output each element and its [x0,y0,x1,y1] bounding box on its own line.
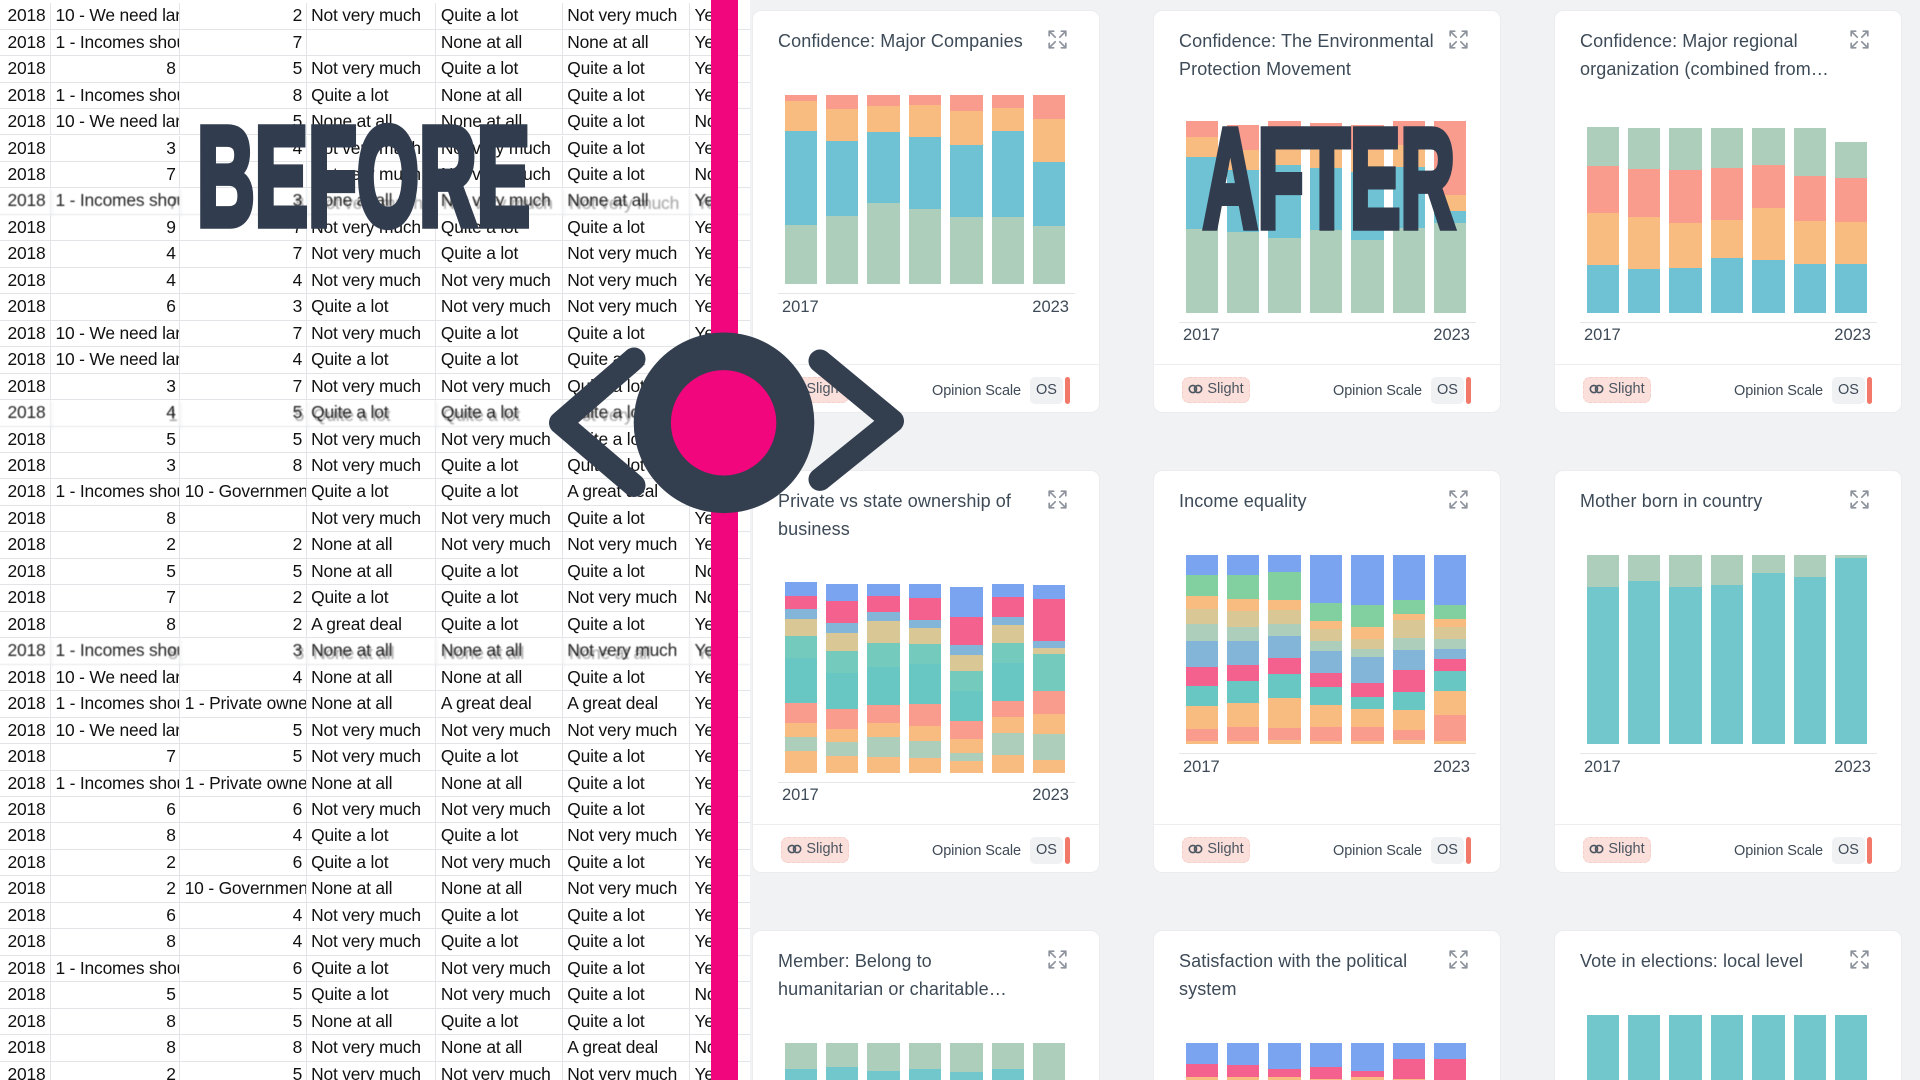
svg-text:BEFORE: BEFORE [197,108,530,243]
svg-text:AFTER: AFTER [1203,108,1455,243]
